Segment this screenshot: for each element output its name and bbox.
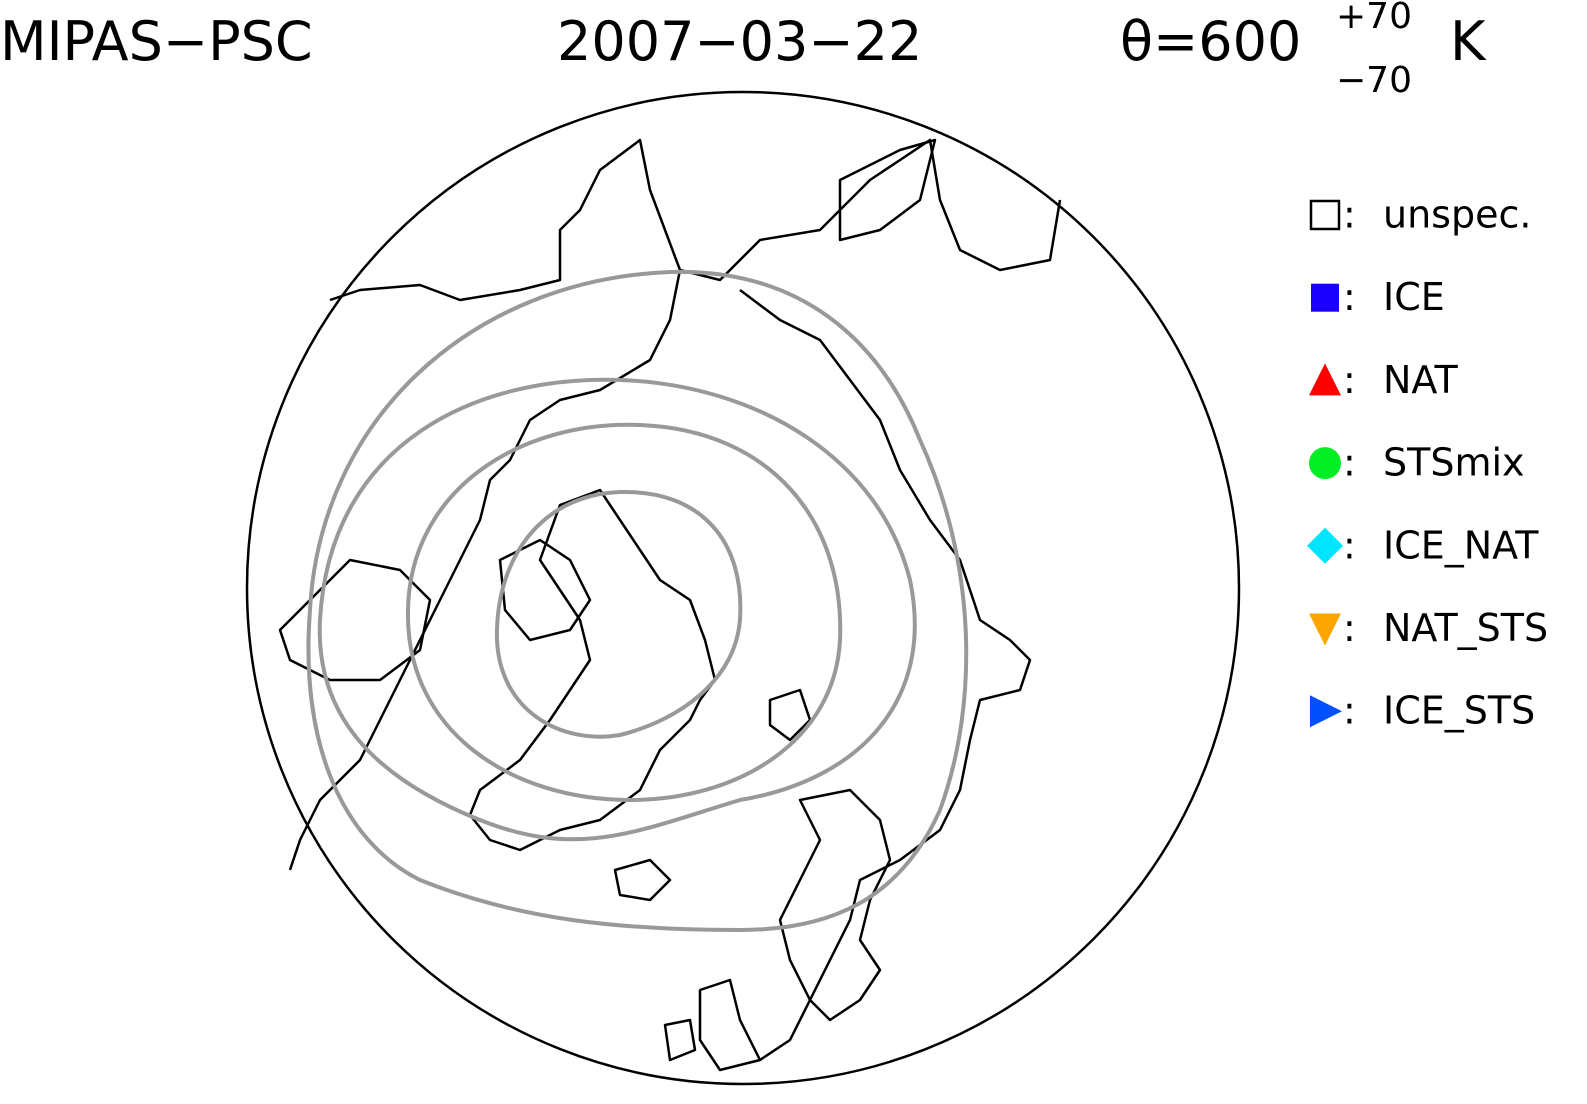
legend-marker (1311, 283, 1339, 312)
legend-separator: : (1343, 193, 1356, 237)
coastline (498, 538, 592, 642)
coastline (329, 138, 1062, 302)
legend-label: unspec. (1383, 193, 1531, 237)
coastline (468, 488, 717, 852)
legend-label: ICE_STS (1383, 689, 1535, 733)
legend-marker (1309, 199, 1341, 231)
level-upper: +70 (1336, 0, 1412, 37)
legend-marker (1310, 695, 1342, 728)
legend-label: NAT (1383, 358, 1458, 402)
legend-separator: : (1343, 441, 1356, 485)
legend-label: ICE_NAT (1383, 523, 1539, 567)
legend-marker (1309, 447, 1341, 480)
coastline (698, 978, 762, 1072)
legend: : unspec.: ICE: NAT: STSmix: ICE_NAT: NAT_STS:… (1307, 193, 1548, 733)
legend-separator: : (1343, 606, 1356, 650)
coastline (778, 788, 892, 1022)
map (245, 90, 1241, 1086)
legend-label: ICE (1383, 275, 1445, 319)
legend-marker (1307, 527, 1343, 564)
coastline (288, 269, 682, 871)
instrument-title: MIPAS−PSC (0, 10, 313, 73)
contour (317, 377, 917, 842)
legend-separator: : (1343, 275, 1356, 319)
contour (306, 269, 969, 933)
coastline (663, 1018, 697, 1062)
contour (405, 422, 843, 803)
legend-label: STSmix (1383, 441, 1525, 485)
coastline (768, 688, 812, 742)
legend-separator: : (1343, 689, 1356, 733)
unit: K (1450, 10, 1487, 73)
date-title: 2007−03−22 (557, 10, 922, 73)
legend-marker (1309, 363, 1341, 396)
map-boundary (245, 90, 1241, 1086)
coastline (838, 138, 937, 242)
legend-separator: : (1343, 358, 1356, 402)
legend-separator: : (1343, 523, 1356, 567)
legend-marker (1309, 613, 1341, 646)
coastline (278, 558, 432, 682)
legend-label: NAT_STS (1383, 606, 1548, 650)
contour (494, 489, 743, 739)
level-title: θ=600 (1120, 10, 1301, 73)
coastline (613, 858, 672, 902)
level-lower: −70 (1336, 60, 1412, 101)
coastline (739, 289, 1032, 1062)
